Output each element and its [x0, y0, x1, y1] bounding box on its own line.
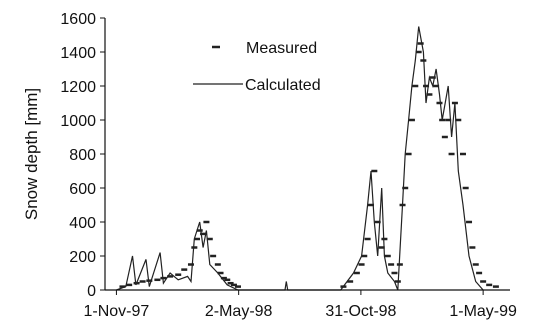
x-tick-label: 1-May-99: [449, 303, 517, 320]
y-tick-label: 800: [69, 147, 96, 164]
x-tick-label: 1-Nov-97: [84, 303, 150, 320]
y-tick-label: 200: [69, 249, 96, 266]
series-line-calculated: [116, 26, 484, 291]
legend: Measured Calculated: [193, 40, 321, 94]
legend-item-measured: Measured: [212, 40, 317, 57]
y-axis-title: Snow depth [mm]: [22, 88, 41, 220]
y-tick-label: 1000: [60, 113, 96, 130]
y-tick-label: 1200: [60, 79, 96, 96]
y-tick-label: 1400: [60, 45, 96, 62]
y-ticks: 0 200 400 600 800 1000 1200 1400 1600: [60, 11, 105, 300]
x-ticks: 1-Nov-97 2-May-98 31-Oct-98 1-May-99: [84, 290, 517, 320]
y-tick-label: 600: [69, 181, 96, 198]
y-tick-label: 0: [87, 283, 96, 300]
legend-item-calculated: Calculated: [193, 77, 321, 94]
plot-marks: [116, 26, 499, 291]
legend-label-calculated: Calculated: [245, 77, 321, 94]
y-tick-label: 400: [69, 215, 96, 232]
legend-label-measured: Measured: [246, 40, 317, 57]
x-tick-label: 2-May-98: [205, 303, 273, 320]
y-tick-label: 1600: [60, 11, 96, 28]
x-tick-label: 31-Oct-98: [325, 303, 396, 320]
